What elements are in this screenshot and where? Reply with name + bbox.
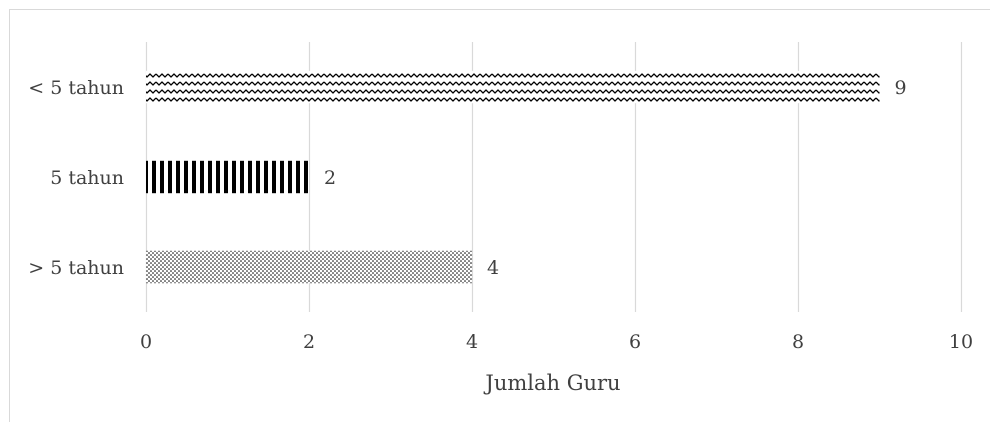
x-tick-label: 10 <box>949 331 973 353</box>
data-label: 4 <box>487 257 499 279</box>
bar <box>146 251 472 283</box>
category-label: 5 tahun <box>50 167 124 189</box>
x-tick-labels: 0 2 4 6 8 10 <box>140 331 973 353</box>
x-axis-title: Jumlah Guru <box>483 371 620 395</box>
category-label: > 5 tahun <box>28 257 124 279</box>
x-tick-label: 2 <box>303 331 315 353</box>
x-tick-label: 0 <box>140 331 152 353</box>
x-tick-label: 4 <box>466 331 478 353</box>
x-tick-label: 6 <box>629 331 641 353</box>
bar <box>146 71 880 103</box>
data-label: 2 <box>324 167 336 189</box>
x-tick-label: 8 <box>792 331 804 353</box>
data-labels: 9 2 4 <box>324 77 907 279</box>
bars <box>146 71 880 283</box>
category-label: < 5 tahun <box>28 77 124 99</box>
bar <box>146 161 309 193</box>
data-label: 9 <box>895 77 907 99</box>
category-labels: < 5 tahun 5 tahun > 5 tahun <box>28 77 124 279</box>
